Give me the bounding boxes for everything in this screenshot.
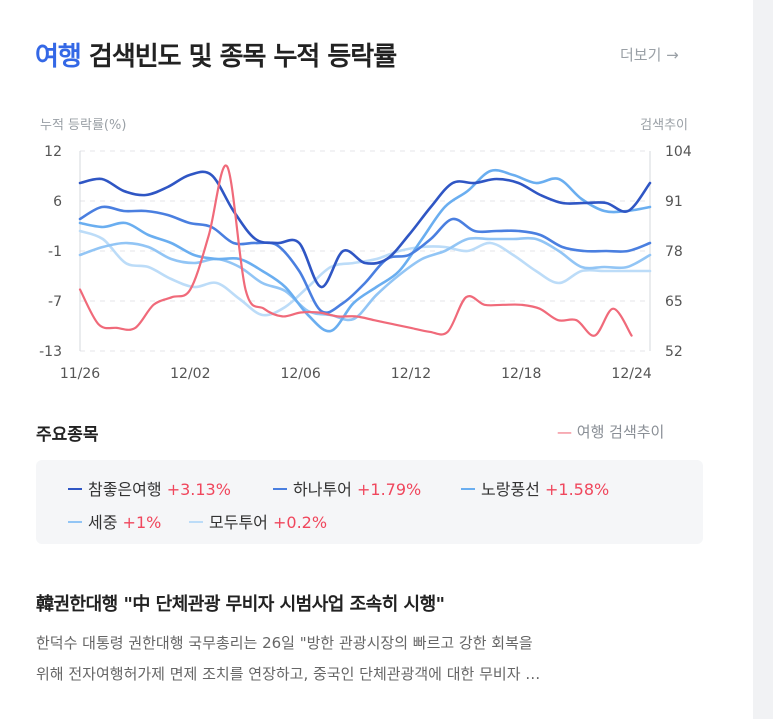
trend-chart: 누적 등락률(%) 검색추이 12 104 6 91 -1 78 -7 65 -13 52 11/26 1… (39, 118, 692, 382)
legend-swatch (461, 488, 475, 490)
legend-item-4[interactable]: 모두투어 +0.2% (189, 509, 327, 533)
right-tick-label: 52 (665, 344, 683, 360)
x-tick-label: 11/26 (60, 366, 100, 382)
x-tick-label: 12/06 (280, 366, 320, 382)
right-scrollbar[interactable] (753, 0, 773, 719)
series-line-1 (78, 170, 652, 289)
legend-stock-name: 모두투어 (209, 513, 268, 532)
x-tick-label: 12/18 (501, 366, 541, 382)
legend-stock-change: +3.13% (166, 480, 231, 499)
left-tick-label: 12 (44, 144, 62, 160)
right-tick-label: 65 (665, 294, 683, 310)
series-line-5 (78, 229, 652, 317)
legend-item-1[interactable]: 하나투어 +1.79% (273, 476, 421, 500)
left-tick-label: 6 (53, 194, 62, 210)
legend-stock-name: 참좋은여행 (88, 480, 162, 499)
legend-swatch (68, 488, 82, 490)
right-tick-label: 104 (665, 144, 692, 160)
legend-stock-name: 세중 (88, 513, 118, 532)
more-link[interactable]: 더보기 → (620, 46, 679, 64)
title-rest: 검색빈도 및 종목 누적 등락률 (80, 42, 397, 72)
x-tick-label: 12/12 (391, 366, 431, 382)
legend-item-0[interactable]: 참좋은여행 +3.13% (68, 476, 231, 500)
stocks-title: 주요종목 (36, 425, 99, 445)
search-trend-legend: — 여행 검색추이 (557, 421, 664, 442)
left-tick-label: -1 (48, 244, 62, 260)
x-tick-label: 12/02 (170, 366, 210, 382)
legend-item-3[interactable]: 세중 +1% (68, 509, 161, 533)
search-trend-swatch: — (557, 423, 577, 441)
legend-swatch (68, 521, 82, 523)
stock-legend-box: 참좋은여행 +3.13% 하나투어 +1.79% 노랑풍선 +1.58% 세중 … (36, 460, 703, 544)
left-tick-label: -13 (39, 344, 62, 360)
series-line-2 (78, 205, 652, 314)
search-trend-line (78, 164, 633, 337)
search-trend-label: 여행 검색추이 (576, 423, 665, 441)
news-summary[interactable]: 한덕수 대통령 권한대행 국무총리는 26일 "방한 관광시장의 빠르고 강한 … (36, 628, 706, 690)
news-summary-line-1: 한덕수 대통령 권한대행 국무총리는 26일 "방한 관광시장의 빠르고 강한 … (36, 634, 533, 652)
legend-stock-change: +0.2% (272, 513, 328, 532)
trend-card: 여행 검색빈도 및 종목 누적 등락률 더보기 → 누적 등락률(%) 검색추이 1… (35, 36, 706, 690)
right-tick-label: 78 (665, 244, 683, 260)
legend-swatch (189, 521, 203, 523)
series-line-4 (78, 236, 652, 322)
legend-stock-change: +1.58% (544, 480, 610, 499)
news-summary-line-2: 위해 전자여행허가제 면제 조치를 연장하고, 중국인 단체관광객에 대한 무비… (36, 665, 541, 683)
legend-item-2[interactable]: 노랑풍선 +1.58% (461, 476, 609, 500)
news-headline[interactable]: 韓권한대행 "中 단체관광 무비자 시범사업 조속히 시행" (36, 594, 445, 615)
legend-stock-change: +1% (122, 513, 162, 532)
title-keyword: 여행 (35, 42, 82, 72)
x-tick-label: 12/24 (611, 366, 651, 382)
left-tick-label: -7 (48, 294, 62, 310)
legend-stock-change: +1.79% (356, 480, 422, 499)
legend-stock-name: 노랑풍선 (481, 480, 540, 499)
right-tick-label: 91 (665, 194, 683, 210)
legend-stock-name: 하나투어 (293, 480, 352, 499)
card-title: 여행 검색빈도 및 종목 누적 등락률 (35, 36, 397, 73)
left-axis-title: 누적 등락률(%) (40, 118, 126, 133)
series-line-3 (78, 168, 652, 333)
right-axis-title: 검색추이 (640, 118, 688, 133)
legend-swatch (273, 488, 287, 490)
